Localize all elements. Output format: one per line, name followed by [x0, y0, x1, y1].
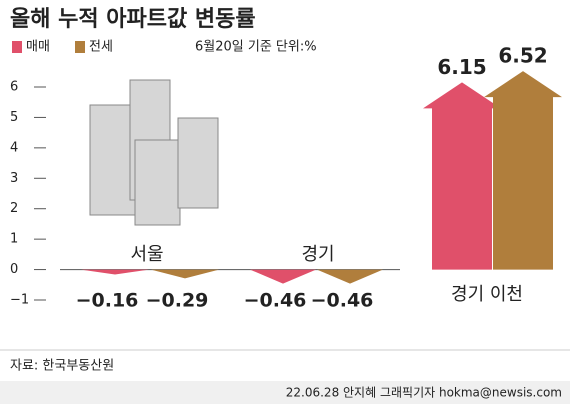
legend-label: 전세 — [89, 40, 113, 55]
value-label: −0.29 — [146, 290, 209, 312]
value-label: −0.16 — [76, 290, 139, 312]
bar — [151, 269, 219, 279]
bar — [81, 269, 149, 275]
category-label: 서울 — [130, 244, 163, 265]
footer-bg — [0, 381, 570, 404]
category-label: 경기 — [301, 244, 334, 265]
y-tick-label: 1 — [10, 232, 18, 247]
bar — [423, 82, 501, 270]
y-tick-label: 0 — [10, 262, 18, 277]
legend-swatch — [12, 41, 22, 53]
chart-title: 올해 누적 아파트값 변동률 — [10, 7, 256, 32]
category-label: 경기 이천 — [451, 284, 523, 305]
value-label: 6.15 — [437, 55, 486, 79]
value-label: −0.46 — [244, 290, 307, 312]
source: 자료: 한국부동산원 — [10, 359, 114, 374]
note: 6월20일 기준 단위:% — [195, 40, 317, 55]
y-tick-label: −1 — [10, 293, 29, 308]
bar — [250, 269, 316, 284]
y-tick-label: 6 — [10, 80, 18, 95]
value-label: 6.52 — [498, 44, 547, 68]
buildings — [89, 79, 219, 226]
y-tick-label: 4 — [10, 140, 18, 155]
y-tick-label: 3 — [10, 171, 18, 186]
y-tick-label: 2 — [10, 201, 18, 216]
legend-label: 매매 — [26, 40, 50, 55]
legend-swatch — [75, 41, 85, 53]
value-label: −0.46 — [311, 290, 374, 312]
bar — [484, 71, 562, 270]
y-tick-label: 5 — [10, 110, 18, 125]
bar — [317, 269, 383, 284]
credit: 22.06.28 안지혜 그래픽기자 hokma@newsis.com — [286, 386, 562, 400]
